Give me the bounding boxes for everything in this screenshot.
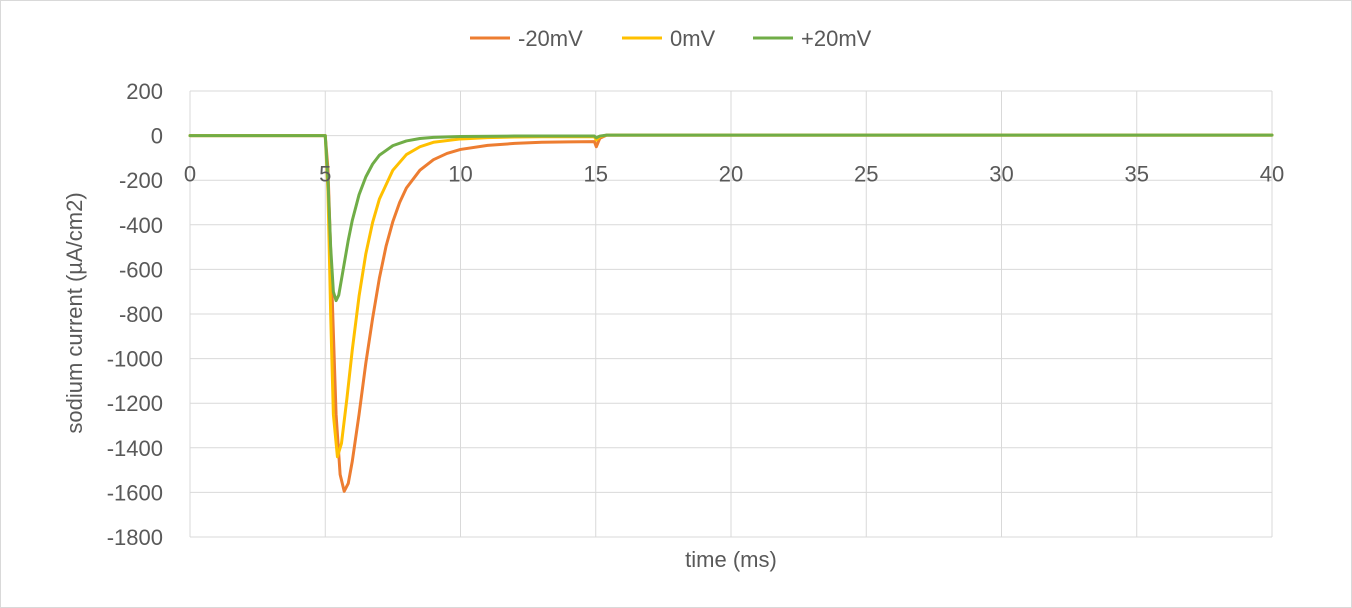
x-axis-title: time (ms)	[685, 547, 777, 572]
x-tick-label: 5	[319, 162, 331, 187]
x-tick-label: 25	[854, 162, 878, 187]
y-tick-label: -1000	[107, 347, 163, 372]
y-tick-label: -1800	[107, 525, 163, 550]
legend: -20mV 0mV +20mV	[470, 26, 872, 51]
x-tick-label: 15	[584, 162, 608, 187]
y-tick-label: -200	[119, 168, 163, 193]
legend-label-2: +20mV	[801, 26, 872, 51]
y-tick-label: -1600	[107, 480, 163, 505]
x-axis-ticks: 0 5 10 15 20 25 30 35 40	[184, 162, 1284, 187]
y-tick-label: 0	[151, 124, 163, 149]
y-tick-label: -800	[119, 302, 163, 327]
x-tick-label: 0	[184, 162, 196, 187]
y-tick-label: -600	[119, 257, 163, 282]
x-tick-label: 40	[1260, 162, 1284, 187]
legend-label-1: 0mV	[670, 26, 716, 51]
series-lines	[188, 133, 1274, 493]
y-axis-title: sodium current (µA/cm2)	[62, 192, 87, 433]
y-axis-ticks: 200 0 -200 -400 -600 -800 -1000 -1200 -1400 -1600…	[107, 79, 163, 550]
y-tick-label: -1400	[107, 436, 163, 461]
gridlines	[189, 90, 1273, 538]
y-tick-label: -400	[119, 213, 163, 238]
y-tick-label: -1200	[107, 391, 163, 416]
x-tick-label: 20	[719, 162, 743, 187]
x-tick-label: 30	[989, 162, 1013, 187]
series-line-2	[188, 133, 1274, 303]
legend-label-0: -20mV	[518, 26, 583, 51]
y-tick-label: 200	[126, 79, 163, 104]
x-tick-label: 35	[1125, 162, 1149, 187]
x-tick-label: 10	[448, 162, 472, 187]
